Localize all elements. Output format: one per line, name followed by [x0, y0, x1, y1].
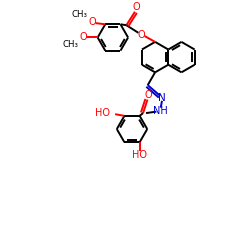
Text: HO: HO: [96, 108, 110, 118]
Text: O: O: [89, 17, 96, 27]
Text: O: O: [132, 2, 140, 12]
Text: NH: NH: [153, 106, 168, 116]
Text: CH₃: CH₃: [72, 10, 88, 20]
Text: HO: HO: [132, 150, 147, 160]
Text: O: O: [80, 32, 87, 42]
Text: O: O: [138, 30, 145, 40]
Text: O: O: [145, 90, 152, 101]
Text: N: N: [158, 93, 166, 103]
Text: CH₃: CH₃: [63, 40, 79, 49]
